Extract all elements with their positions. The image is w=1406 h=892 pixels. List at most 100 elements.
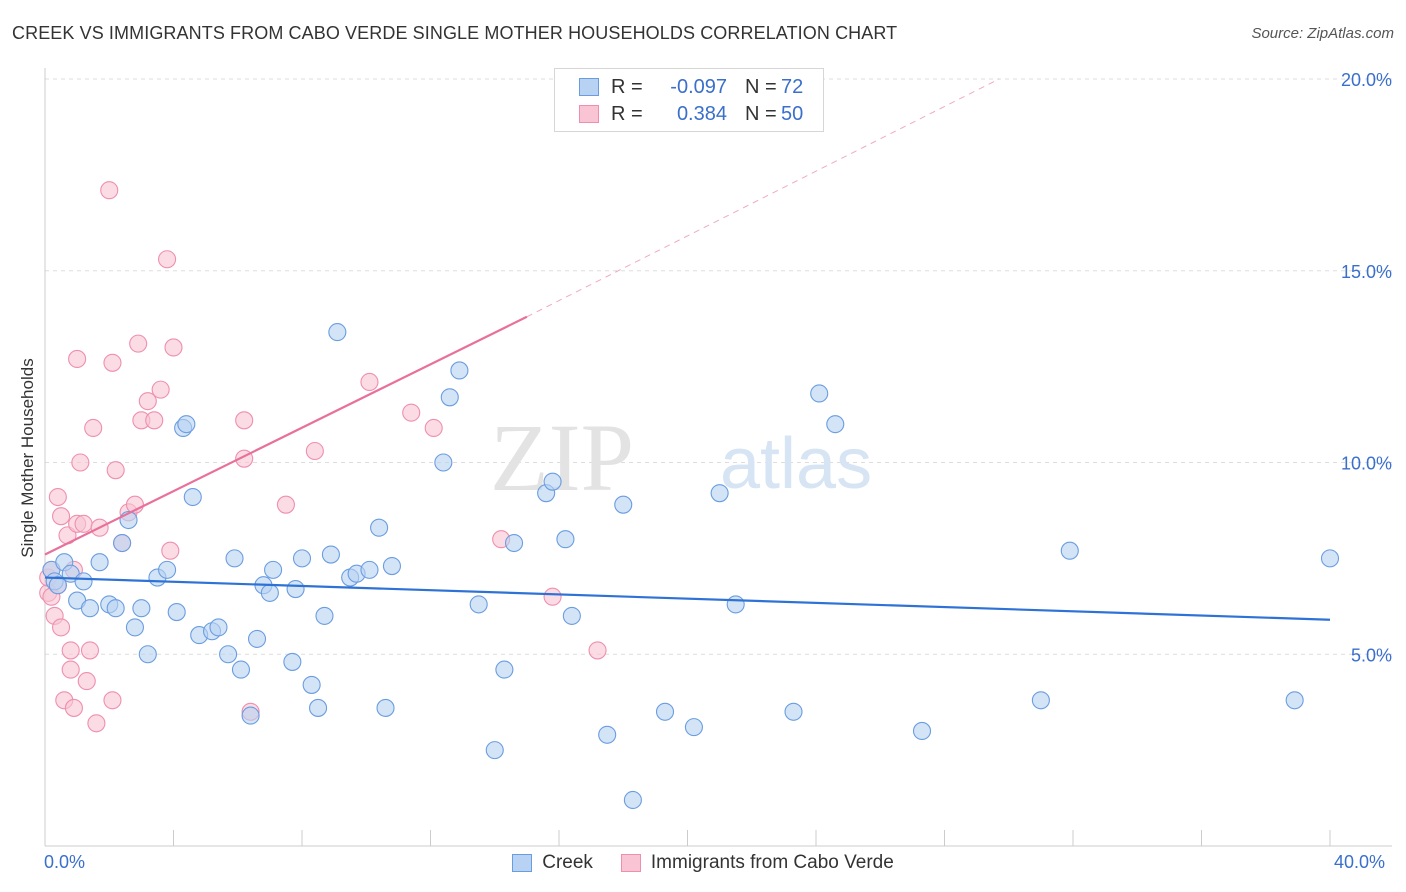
creek-point (495, 660, 514, 679)
legend-item-cabo-verde: Immigrants from Cabo Verde (620, 852, 894, 874)
creek-point (562, 606, 581, 625)
creek-point (1320, 549, 1340, 568)
cabo-verde-point (402, 403, 421, 422)
creek-point (231, 660, 251, 679)
legend-r-label: R = (611, 75, 643, 98)
cabo-verde-point (305, 441, 324, 461)
cabo-verde-point (424, 418, 443, 438)
creek-point (138, 645, 157, 664)
creek-point (209, 618, 228, 637)
creek-point (826, 415, 845, 434)
creek-point (286, 580, 305, 599)
y-tick-label: 15.0% (1341, 262, 1392, 282)
creek-point (167, 603, 186, 622)
cabo-verde-point (77, 672, 96, 691)
grid-lines (45, 78, 1392, 655)
creek-point (623, 790, 642, 810)
legend-swatch-cabo-verde (620, 854, 641, 872)
cabo-verde-point (64, 698, 83, 717)
creek-point (614, 495, 633, 514)
y-tick-label: 5.0% (1351, 645, 1392, 665)
creek-point (158, 560, 177, 579)
cabo-verde-point (100, 181, 119, 200)
creek-point (504, 533, 524, 553)
legend-item-creek: Creek (512, 852, 593, 874)
cabo-verde-trend-extension (526, 78, 1000, 318)
creek-point (1060, 541, 1079, 560)
creek-point (74, 572, 93, 591)
creek-trend-line (44, 576, 1331, 621)
cabo-verde-point (87, 714, 106, 733)
cabo-verde-point (588, 641, 607, 660)
stats-legend: R = -0.097 N = 72 R = 0.384 N = 50 (554, 68, 824, 132)
creek-point (219, 645, 238, 664)
legend-label-creek: Creek (542, 852, 593, 873)
legend-r-value: 0.384 (676, 102, 727, 125)
creek-point (655, 702, 675, 721)
creek-point (726, 595, 745, 614)
legend-label-cabo-verde: Immigrants from Cabo Verde (650, 852, 894, 873)
creek-point (321, 545, 340, 564)
creek-point (183, 487, 202, 507)
cabo-verde-point (138, 392, 157, 411)
legend-row-cabo-verde: R = 0.384 N = 50 (579, 102, 803, 126)
creek-point (264, 560, 283, 579)
cabo-verde-point (145, 411, 164, 430)
legend-swatch-creek (579, 78, 599, 96)
legend-swatch-cabo-verde (579, 105, 599, 123)
creek-point (132, 599, 151, 618)
creek-point (328, 323, 347, 342)
creek-point (1285, 691, 1304, 710)
cabo-verde-point (74, 514, 93, 533)
legend-n-value: 50 (781, 102, 804, 125)
creek-point (292, 549, 312, 568)
cabo-verde-point (71, 453, 90, 472)
creek-point (710, 484, 729, 503)
creek-point (241, 706, 260, 725)
legend-n-label: N = (745, 75, 777, 98)
creek-point (125, 618, 144, 637)
cabo-verde-point (103, 353, 122, 372)
creek-point (360, 560, 379, 579)
creek-point (106, 599, 125, 618)
cabo-verde-point (158, 250, 177, 269)
source-label: Source: ZipAtlas.com (1251, 25, 1394, 42)
creek-point (370, 518, 389, 537)
creek-point (440, 388, 459, 407)
creek-point (450, 361, 469, 380)
watermark: ZIP atlas (490, 404, 872, 511)
creek-point (810, 384, 829, 403)
watermark-zip: ZIP (490, 404, 634, 511)
y-tick-labels: 5.0% 10.0% 15.0% 20.0% (1341, 70, 1392, 665)
cabo-verde-point (151, 380, 170, 399)
creek-point (376, 698, 395, 717)
creek-point (469, 595, 488, 614)
creek-point (485, 741, 504, 760)
legend-r-value: -0.097 (670, 75, 727, 98)
cabo-verde-point (164, 338, 183, 357)
creek-point (556, 530, 575, 549)
creek-point (90, 553, 109, 572)
watermark-atlas: atlas (720, 424, 872, 504)
axes (44, 68, 1392, 847)
legend-n-value: 72 (781, 75, 804, 98)
creek-point (302, 675, 321, 694)
y-tick-label: 10.0% (1341, 454, 1392, 474)
creek-point (225, 549, 244, 568)
creek-point (315, 606, 334, 625)
trend-lines (44, 78, 1331, 621)
cabo-verde-point (543, 587, 562, 606)
creek-point (1031, 691, 1050, 710)
creek-point (912, 721, 932, 741)
creek-point (684, 718, 703, 737)
cabo-verde-point (360, 372, 379, 392)
cabo-verde-point (52, 507, 71, 526)
cabo-verde-point (276, 495, 295, 514)
data-points (39, 181, 1340, 810)
series-legend: Creek Immigrants from Cabo Verde (0, 852, 1406, 874)
cabo-verde-point (103, 691, 122, 710)
creek-point (260, 583, 279, 602)
creek-point (247, 629, 267, 648)
legend-r-label: R = (611, 102, 643, 125)
y-tick-label: 20.0% (1341, 70, 1392, 90)
